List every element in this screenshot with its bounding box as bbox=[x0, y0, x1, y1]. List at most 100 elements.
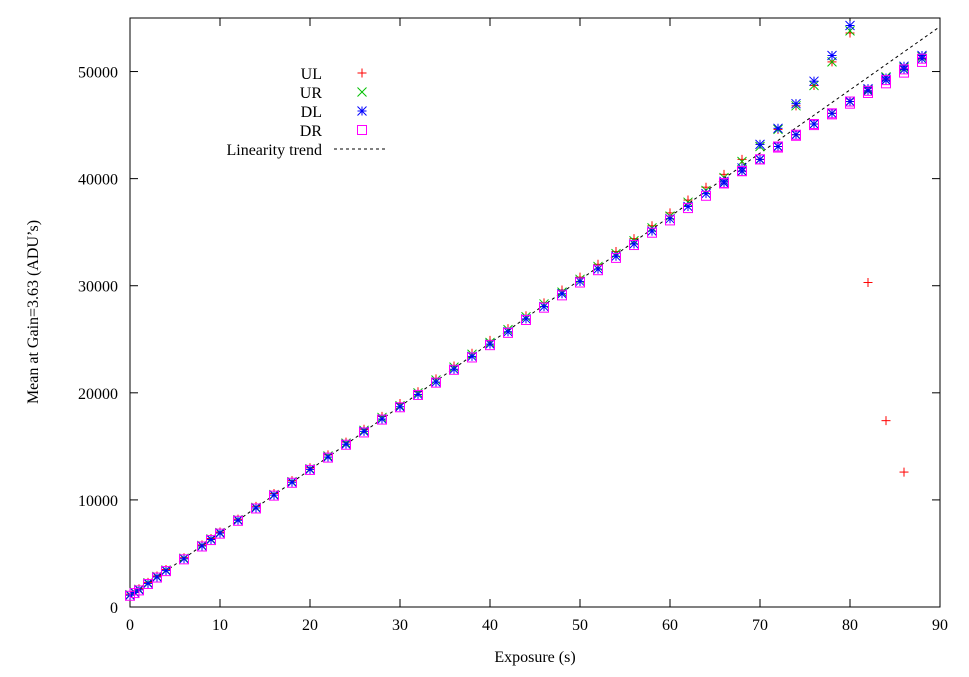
point-lower-dr bbox=[881, 75, 891, 86]
point-lower-dl bbox=[863, 85, 873, 96]
y-tick-label: 50000 bbox=[78, 65, 118, 82]
point-lower-dl bbox=[917, 53, 927, 64]
point-dr bbox=[629, 240, 639, 251]
point-dr bbox=[395, 402, 405, 413]
point-dr bbox=[611, 252, 621, 263]
point-dl bbox=[413, 389, 423, 400]
x-tick-label: 80 bbox=[842, 617, 858, 634]
point-dr bbox=[647, 227, 657, 238]
point-dr bbox=[539, 302, 549, 313]
point-lower-dl bbox=[809, 119, 819, 129]
point-dr bbox=[206, 535, 216, 546]
x-tick-label: 90 bbox=[932, 617, 948, 634]
point-dr bbox=[683, 203, 693, 214]
y-tick-label: 30000 bbox=[78, 279, 118, 296]
plot-frame bbox=[129, 17, 941, 608]
point-dl bbox=[449, 364, 459, 375]
x-tick-label: 0 bbox=[126, 617, 134, 634]
point-dl bbox=[773, 123, 783, 134]
point-dr bbox=[323, 452, 333, 463]
point-lower-dl bbox=[719, 178, 729, 188]
point-lower-dr bbox=[719, 177, 729, 188]
point-dr bbox=[251, 503, 261, 514]
y-tick-label: 0 bbox=[110, 600, 118, 617]
point-lower-dr bbox=[845, 96, 855, 107]
point-dl bbox=[791, 98, 801, 109]
point-lower-dr bbox=[791, 129, 801, 140]
point-dl bbox=[341, 439, 351, 450]
point-dr bbox=[161, 566, 171, 577]
point-lower-dl bbox=[827, 108, 837, 119]
point-dl bbox=[377, 414, 387, 424]
point-dr bbox=[152, 572, 162, 583]
x-tick-label: 10 bbox=[212, 617, 228, 634]
point-dr bbox=[215, 528, 225, 539]
axis-ticks: 0 10 20 30 40 50 60 70 80 90 0 10000 20000 30000 40000… bbox=[78, 18, 948, 634]
point-dr bbox=[413, 389, 423, 400]
point-dl bbox=[179, 553, 189, 564]
point-dr bbox=[521, 314, 531, 325]
point-dr bbox=[305, 464, 315, 475]
point-lower-dr bbox=[755, 154, 765, 165]
point-dl bbox=[287, 477, 297, 488]
point-lower-dr bbox=[773, 141, 783, 152]
point-dr bbox=[593, 265, 603, 276]
point-dl bbox=[161, 565, 171, 576]
point-dr bbox=[449, 364, 459, 375]
point-dr bbox=[341, 439, 351, 450]
point-dl bbox=[701, 188, 711, 199]
y-tick-label: 20000 bbox=[78, 386, 118, 403]
point-dl bbox=[233, 515, 243, 526]
y-tick-label: 40000 bbox=[78, 172, 118, 189]
point-lower-dl bbox=[755, 154, 765, 165]
point-dr bbox=[701, 190, 711, 201]
point-dl bbox=[215, 528, 225, 538]
legend-swatch-ul bbox=[357, 68, 367, 78]
x-tick-label: 60 bbox=[662, 617, 678, 634]
x-axis-title: Exposure (s) bbox=[494, 649, 575, 666]
point-dr bbox=[575, 277, 585, 288]
legend-swatch-dl bbox=[357, 106, 367, 116]
point-lower-dr bbox=[863, 85, 873, 96]
point-dr bbox=[197, 541, 207, 552]
point-dl bbox=[431, 377, 441, 387]
point-lower-dr bbox=[899, 64, 909, 75]
legend: UL UR DL DR Linearity trend bbox=[226, 66, 386, 159]
point-lower-dl bbox=[791, 129, 801, 140]
point-lower-dr bbox=[917, 53, 927, 64]
point-lower-dl bbox=[881, 75, 891, 85]
y-tick-label: 10000 bbox=[78, 493, 118, 510]
x-tick-label: 20 bbox=[302, 617, 318, 634]
point-dl bbox=[755, 139, 765, 150]
point-dl bbox=[827, 50, 837, 61]
point-dr bbox=[233, 515, 243, 526]
point-lower-dl bbox=[845, 96, 855, 107]
point-dl bbox=[152, 572, 162, 582]
point-dr bbox=[359, 427, 369, 438]
point-ul bbox=[881, 416, 891, 426]
point-dr bbox=[557, 290, 567, 301]
point-dl bbox=[305, 464, 315, 475]
point-dr bbox=[287, 477, 297, 488]
point-ul bbox=[863, 278, 873, 288]
point-dl bbox=[143, 578, 153, 589]
x-tick-label: 50 bbox=[572, 617, 588, 634]
data-markers bbox=[125, 20, 927, 601]
legend-label-3: DR bbox=[300, 123, 323, 140]
point-dr bbox=[485, 340, 495, 351]
point-dr bbox=[143, 578, 153, 589]
point-dl bbox=[269, 490, 279, 500]
x-tick-label: 70 bbox=[752, 617, 768, 634]
point-lower-dl bbox=[737, 166, 747, 176]
point-dl bbox=[206, 534, 216, 545]
point-ul bbox=[737, 154, 747, 164]
legend-swatch-dr bbox=[357, 125, 367, 135]
point-dr bbox=[431, 377, 441, 388]
y-axis-title: Mean at Gain=3.63 (ADU’s) bbox=[25, 220, 42, 404]
point-dl bbox=[395, 401, 405, 412]
point-dl bbox=[197, 541, 207, 551]
point-lower-dr bbox=[809, 119, 819, 130]
legend-label-0: UL bbox=[301, 66, 322, 83]
point-ul bbox=[899, 467, 909, 477]
point-lower-dl bbox=[773, 141, 783, 152]
